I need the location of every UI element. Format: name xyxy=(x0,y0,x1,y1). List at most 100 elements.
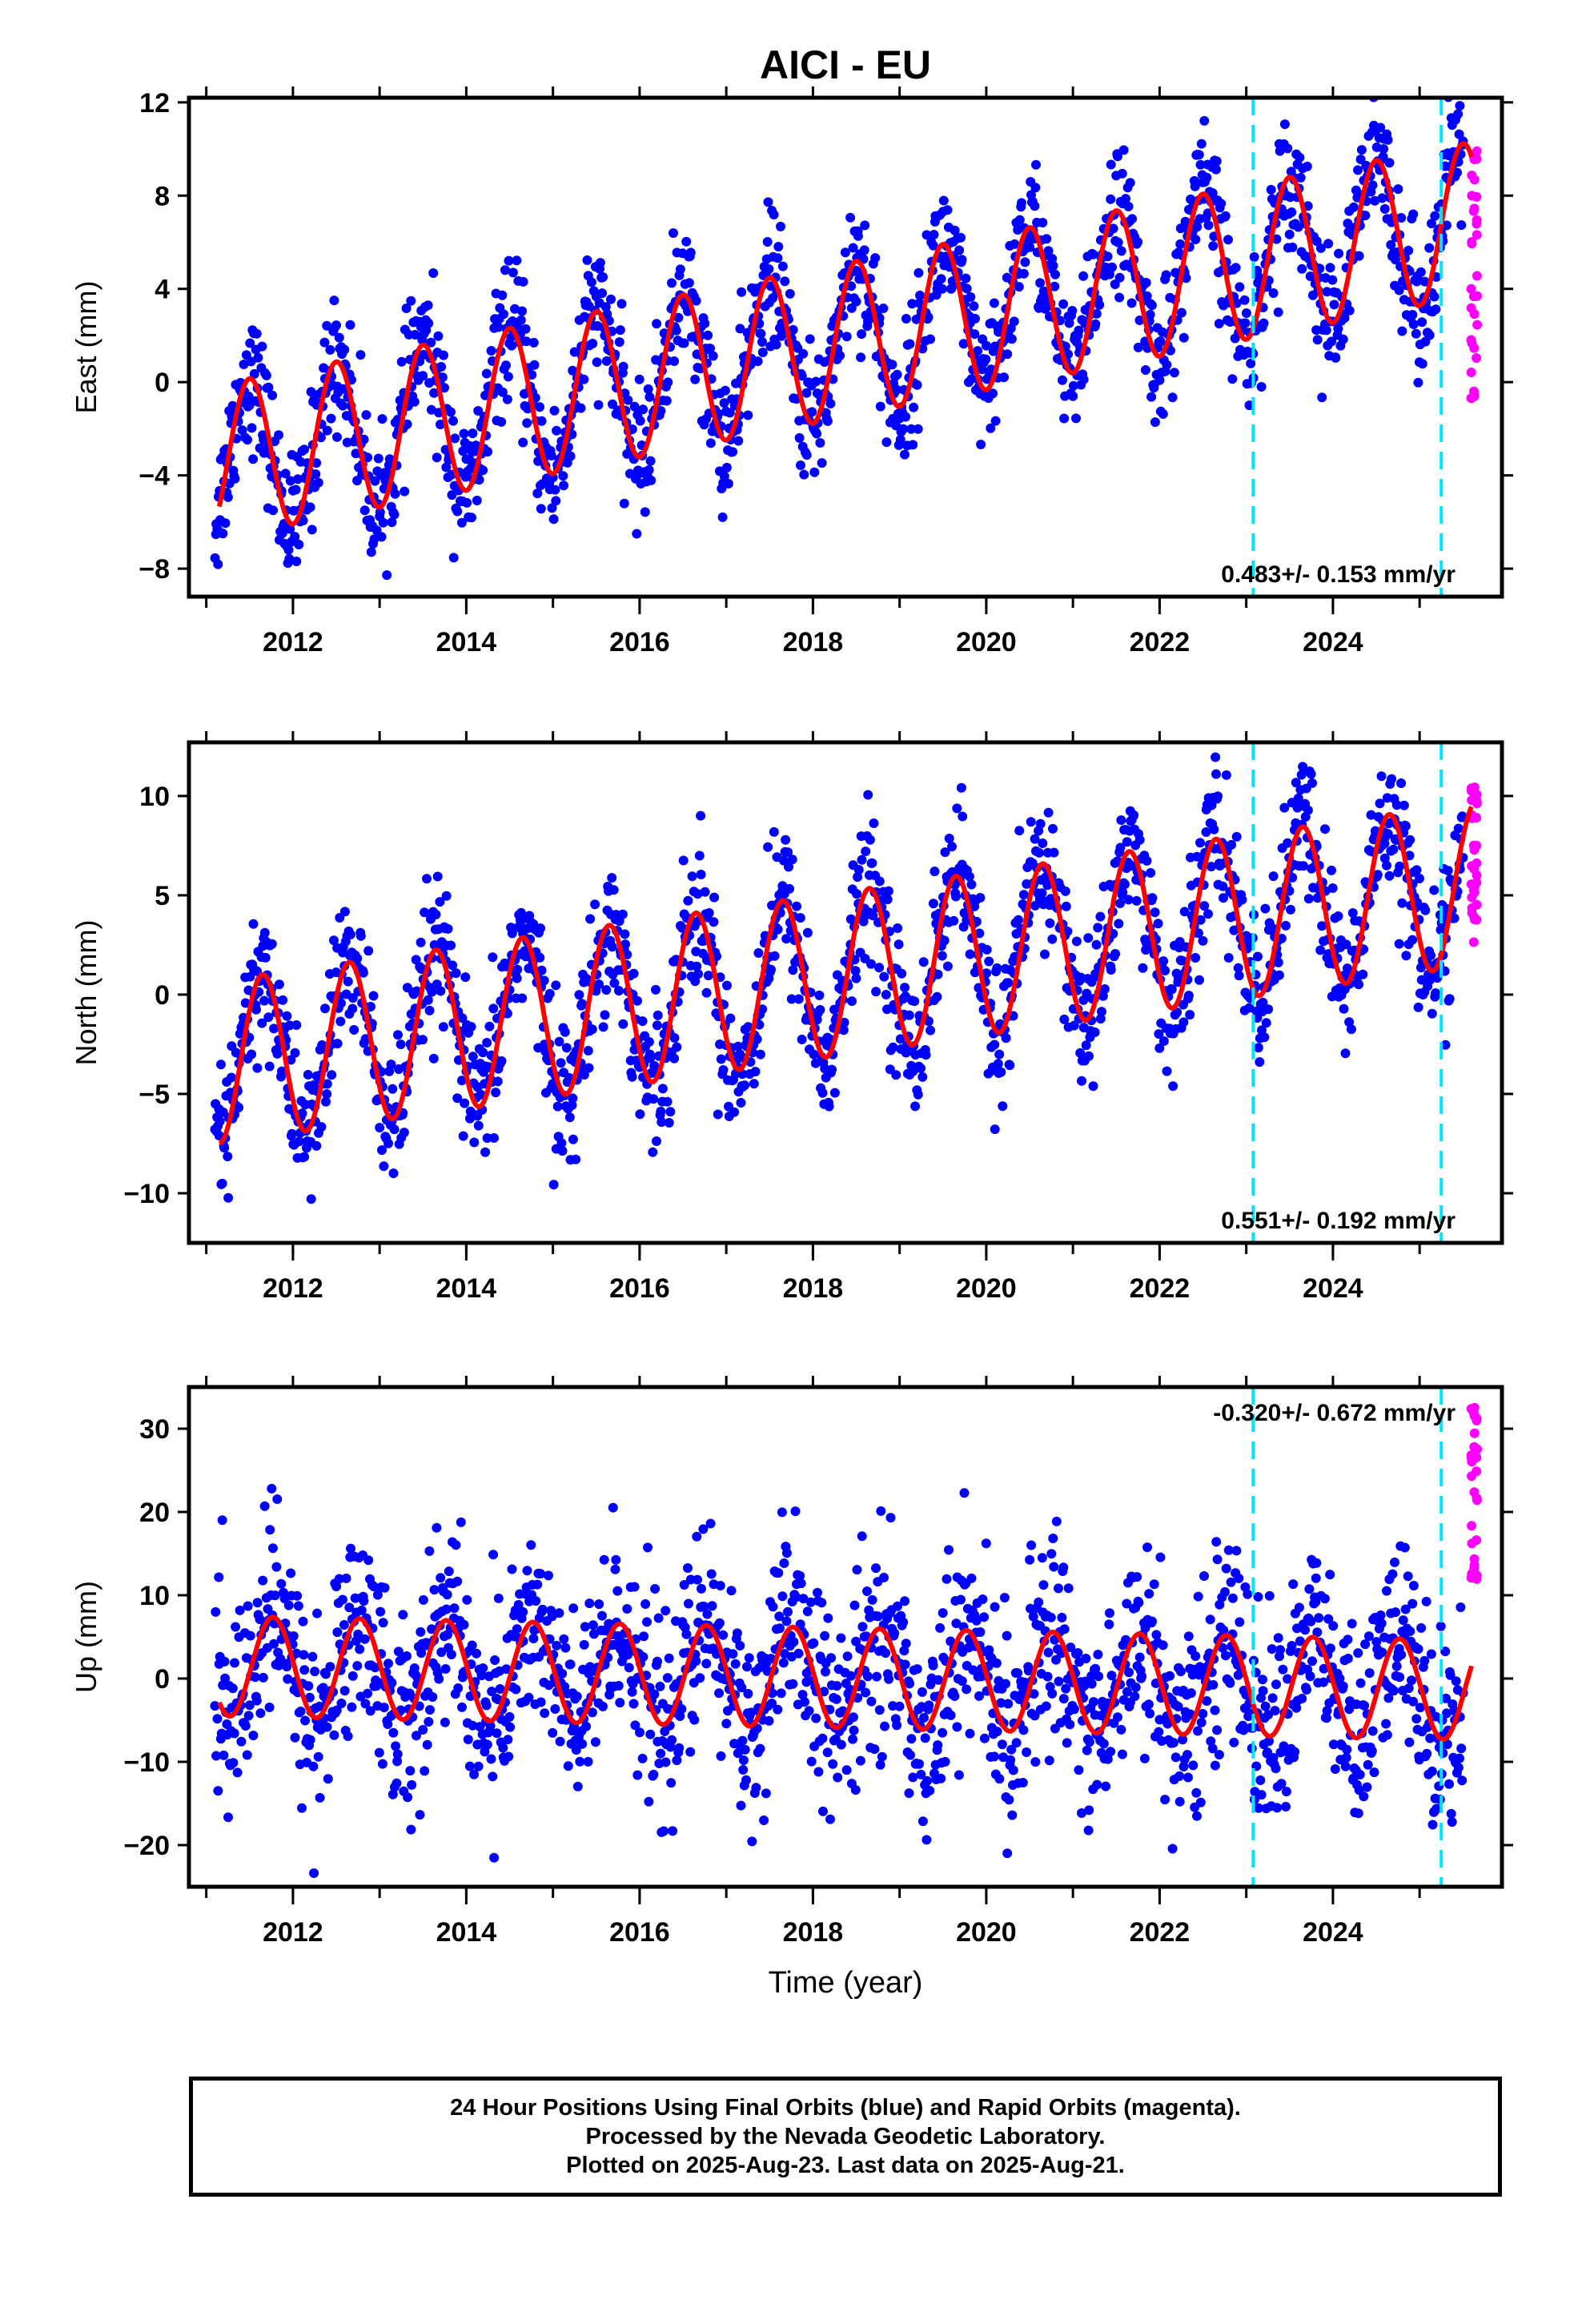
data-point xyxy=(336,1699,347,1708)
data-point xyxy=(740,1080,750,1091)
data-point xyxy=(571,1745,581,1755)
x-tick-label: 2012 xyxy=(263,1273,323,1304)
data-point xyxy=(577,1739,588,1749)
data-point xyxy=(416,1648,427,1659)
data-point xyxy=(560,1642,571,1653)
data-point xyxy=(1125,178,1135,188)
data-point xyxy=(1013,915,1023,925)
data-point xyxy=(796,460,805,470)
data-point xyxy=(781,1548,792,1558)
data-point xyxy=(1003,1699,1014,1709)
data-point xyxy=(406,296,416,306)
data-point xyxy=(1162,1719,1173,1729)
data-point xyxy=(806,1756,817,1767)
data-point xyxy=(299,1152,310,1162)
data-point xyxy=(347,993,358,1003)
data-point xyxy=(1018,1778,1028,1787)
data-point xyxy=(1049,1562,1059,1572)
x-tick-label: 2020 xyxy=(956,1273,1017,1304)
data-point xyxy=(1225,1678,1235,1688)
data-point xyxy=(1005,1060,1015,1071)
data-point xyxy=(326,413,336,424)
data-point xyxy=(1144,1589,1154,1599)
data-point xyxy=(796,1578,806,1589)
data-point xyxy=(252,1063,263,1073)
data-point xyxy=(1441,220,1452,231)
data-point xyxy=(1137,1671,1147,1682)
data-point xyxy=(512,964,523,975)
data-point xyxy=(852,1565,862,1575)
data-point xyxy=(503,372,513,382)
data-point xyxy=(879,971,889,982)
data-point xyxy=(567,1100,577,1110)
data-point xyxy=(617,909,628,919)
data-point xyxy=(488,1771,498,1782)
data-point xyxy=(478,465,488,476)
data-point xyxy=(716,1751,726,1761)
data-point xyxy=(583,1756,593,1767)
data-point xyxy=(1348,202,1359,212)
data-point xyxy=(1195,838,1205,848)
data-point xyxy=(512,255,522,266)
data-point xyxy=(1307,778,1317,788)
data-point xyxy=(974,928,985,939)
data-point xyxy=(393,1647,404,1657)
data-point xyxy=(227,1683,238,1694)
data-point xyxy=(762,237,773,247)
data-point xyxy=(335,1016,346,1027)
data-point xyxy=(260,952,271,963)
data-point xyxy=(763,842,773,852)
data-point xyxy=(283,545,294,555)
data-point xyxy=(1013,1668,1022,1679)
data-point xyxy=(1219,893,1228,903)
data-point xyxy=(938,1727,948,1738)
data-point xyxy=(1376,771,1387,782)
data-point xyxy=(332,432,342,442)
data-point xyxy=(814,990,825,1000)
data-point xyxy=(1014,215,1025,225)
data-point xyxy=(355,931,366,941)
data-point xyxy=(627,424,637,434)
rapid-data-point xyxy=(1472,798,1482,809)
data-point xyxy=(1106,159,1116,170)
data-point xyxy=(236,1736,247,1747)
data-point xyxy=(598,1022,608,1032)
data-point xyxy=(1199,115,1210,126)
data-point xyxy=(316,1122,327,1132)
data-point xyxy=(1215,1599,1225,1610)
data-point xyxy=(518,1606,528,1617)
data-point xyxy=(644,464,654,475)
data-point xyxy=(1259,318,1269,328)
data-point xyxy=(584,1598,595,1609)
data-point xyxy=(286,1055,296,1065)
data-point xyxy=(416,1626,426,1637)
data-point xyxy=(310,1667,320,1677)
data-point xyxy=(1195,159,1206,170)
data-point xyxy=(895,434,905,444)
data-point xyxy=(399,1128,409,1138)
data-point xyxy=(377,1145,387,1156)
data-point xyxy=(685,247,696,258)
data-point xyxy=(1234,971,1244,981)
data-point xyxy=(1106,1747,1116,1757)
data-point xyxy=(998,1101,1008,1112)
data-point xyxy=(588,1629,599,1639)
data-point xyxy=(1084,1737,1094,1747)
data-point xyxy=(1315,945,1326,955)
data-point xyxy=(1006,1744,1017,1755)
data-point xyxy=(820,1630,830,1641)
data-point xyxy=(288,1631,299,1641)
data-point xyxy=(459,1619,469,1630)
data-point xyxy=(652,1656,662,1667)
data-point xyxy=(1273,957,1283,967)
data-point xyxy=(1026,817,1036,827)
data-point xyxy=(1211,164,1221,175)
data-point xyxy=(293,474,303,485)
data-point xyxy=(1038,838,1048,848)
data-point xyxy=(1287,242,1298,252)
data-point xyxy=(598,1701,608,1711)
data-point xyxy=(951,891,961,902)
data-point xyxy=(620,929,630,939)
data-point xyxy=(1415,267,1426,277)
data-point xyxy=(644,1796,654,1807)
